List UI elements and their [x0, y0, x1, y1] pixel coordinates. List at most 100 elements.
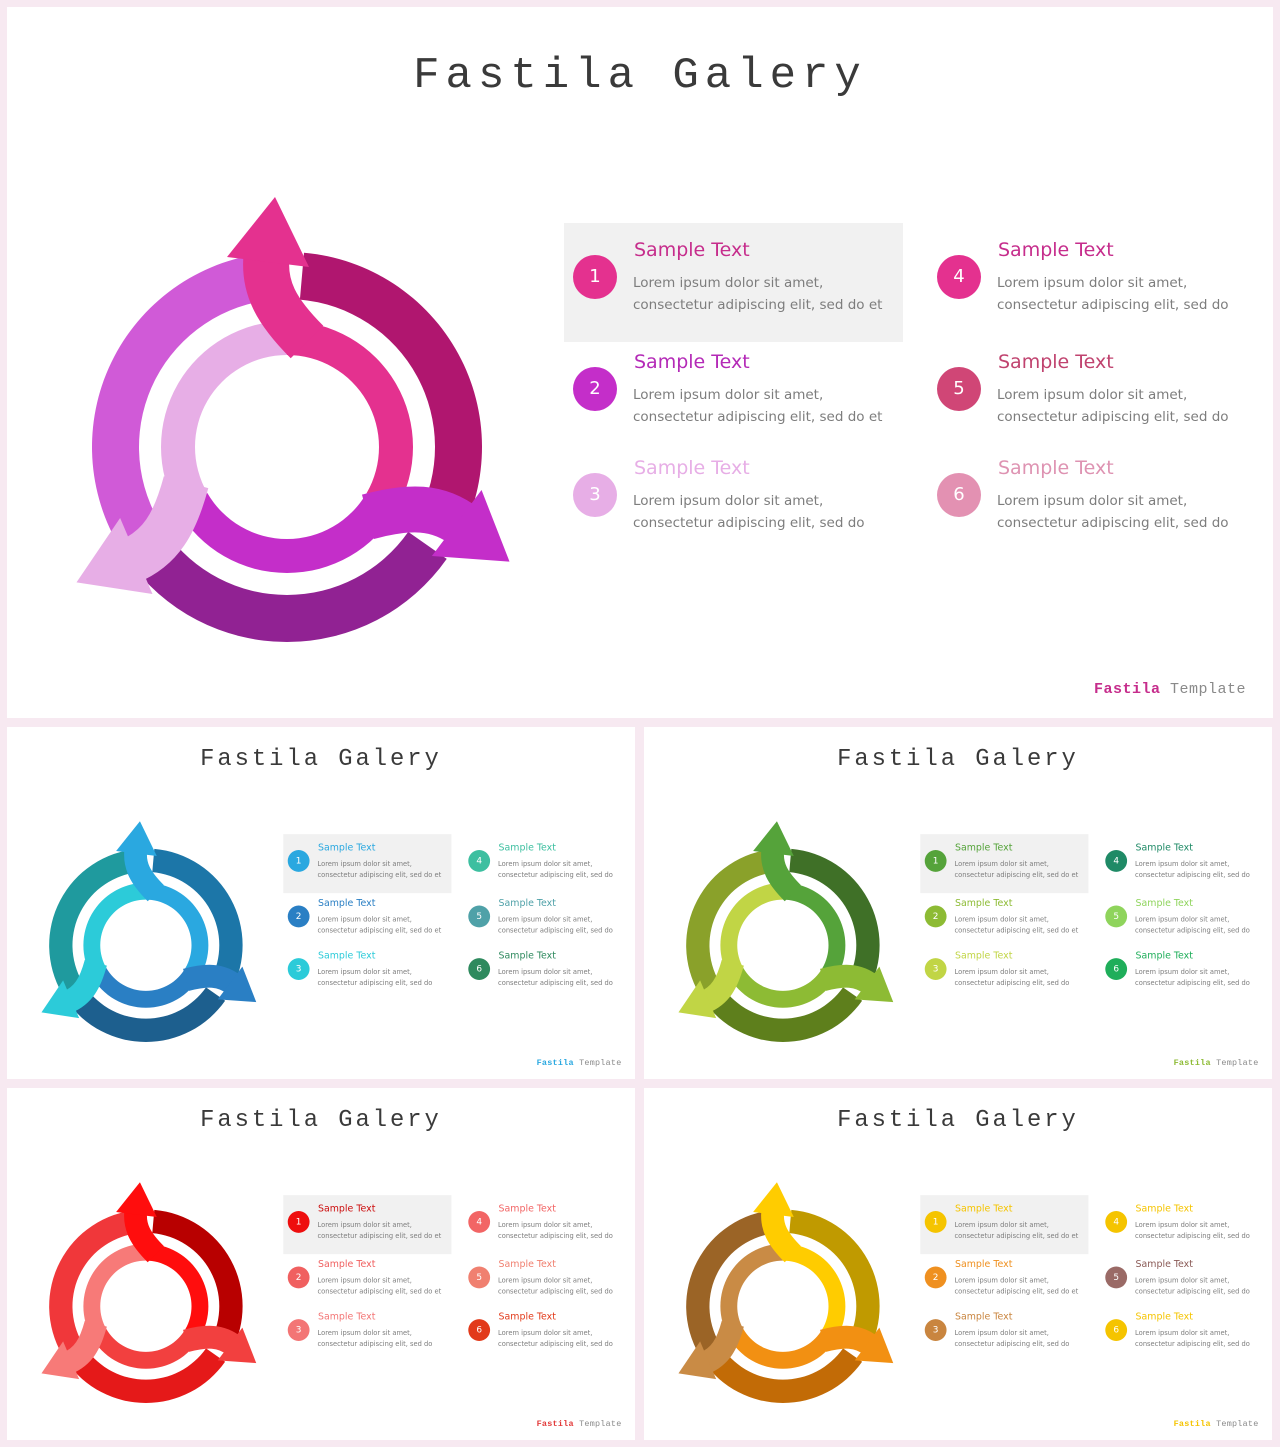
brand-name: Fastila [1093, 681, 1161, 698]
item-description: Lorem ipsum dolor sit amet, consectetur … [1135, 915, 1250, 935]
item-title: Sample Text [498, 897, 556, 909]
item-description: Lorem ipsum dolor sit amet, consectetur … [317, 968, 433, 987]
item-description: Lorem ipsum dolor sit amet, consectetur … [1135, 1276, 1250, 1296]
item-number-badge: 2 [287, 1266, 310, 1289]
item-description: Lorem ipsum dolor sit amet, consectetur … [633, 275, 883, 313]
brand-name: Fastila [1173, 1058, 1211, 1068]
outer-ring-segment-1 [299, 252, 483, 539]
item-title: Sample Text [634, 457, 750, 479]
item-number-badge: 5 [937, 367, 981, 411]
item-description: Lorem ipsum dolor sit amet, consectetur … [997, 493, 1229, 531]
cycle-arrows-diagram [41, 1182, 257, 1403]
item-description: Lorem ipsum dolor sit amet, consectetur … [1135, 1220, 1250, 1240]
highlight-box [920, 1195, 1089, 1255]
inner-ring-segment-1 [145, 882, 209, 977]
item-description: Lorem ipsum dolor sit amet, consectetur … [954, 915, 1079, 935]
slide-green-thumbnail[interactable]: Fastila Galery 1 Sample Text Lorem ipsum do… [644, 727, 1272, 1079]
slide-main-thumbnail[interactable]: Fastila Galery 1 Sample Text Lorem ipsum do… [7, 7, 1273, 718]
item-description: Lorem ipsum dolor sit amet, consectetur … [317, 859, 442, 879]
item-title: Sample Text [1135, 950, 1193, 962]
item-title: Sample Text [998, 457, 1114, 479]
item-description: Lorem ipsum dolor sit amet, consectetur … [498, 1220, 613, 1240]
item-description: Lorem ipsum dolor sit amet, consectetur … [997, 387, 1229, 425]
item-number-badge: 4 [937, 255, 981, 299]
item-title: Sample Text [317, 897, 376, 909]
item-title: Sample Text [1135, 1203, 1193, 1214]
arrow-right [183, 1325, 257, 1364]
highlight-box [920, 834, 1089, 894]
item-description: Lorem ipsum dolor sit amet, consectetur … [317, 1276, 442, 1296]
item-number-badge: 2 [573, 367, 617, 411]
item-number-badge: 3 [573, 473, 617, 517]
arrow-left [41, 1320, 107, 1380]
item-description: Lorem ipsum dolor sit amet, consectetur … [317, 1220, 442, 1240]
item-title: Sample Text [1135, 1258, 1193, 1270]
slide-content: Fastila Galery 1 Sample Text Lorem ipsum do… [644, 727, 1272, 1079]
arrow-right [820, 964, 894, 1003]
outer-ring-segment-2 [66, 987, 226, 1042]
brand-name: Fastila [536, 1419, 574, 1429]
slide-content: Fastila Galery 1 Sample Text Lorem ipsum do… [7, 1088, 635, 1440]
brand-suffix: Template [1210, 1419, 1259, 1429]
item-description: Lorem ipsum dolor sit amet, consectetur … [317, 1329, 433, 1348]
item-title: Sample Text [498, 1311, 556, 1323]
arrow-right [361, 486, 510, 562]
slide-red-thumbnail[interactable]: Fastila Galery 1 Sample Text Lorem ipsum do… [7, 1088, 635, 1440]
inner-ring-segment-3 [720, 882, 783, 977]
item-number-badge: 4 [1105, 1211, 1128, 1233]
item-number-badge: 4 [468, 1211, 491, 1233]
item-number-badge: 6 [468, 1319, 491, 1341]
slide-teal-thumbnail[interactable]: Fastila Galery 1 Sample Text Lorem ipsum do… [7, 727, 635, 1079]
outer-ring-segment-3 [91, 252, 275, 545]
outer-ring-segment-3 [686, 848, 777, 994]
slide-gold-thumbnail[interactable]: Fastila Galery 1 Sample Text Lorem ipsum do… [644, 1088, 1272, 1440]
item-title: Sample Text [1135, 897, 1193, 909]
brand-footer: Fastila Template [537, 1058, 622, 1067]
brand-name: Fastila [536, 1058, 574, 1068]
item-number-badge: 4 [1105, 850, 1128, 872]
cycle-arrows-diagram [41, 821, 257, 1042]
cycle-arrows-diagram [678, 821, 894, 1042]
inner-ring-segment-1 [145, 1243, 209, 1338]
item-number-badge: 5 [1105, 905, 1128, 928]
slide-title: Fastila Galery [837, 745, 1079, 773]
item-description: Lorem ipsum dolor sit amet, consectetur … [498, 915, 613, 935]
outer-ring-segment-3 [49, 848, 140, 994]
item-description: Lorem ipsum dolor sit amet, consectetur … [317, 915, 442, 935]
item-description: Lorem ipsum dolor sit amet, consectetur … [498, 968, 613, 987]
item-number-badge: 5 [1105, 1266, 1128, 1289]
cycle-diagram [664, 1182, 902, 1420]
inner-ring-segment-1 [287, 321, 414, 510]
brand-suffix: Template [1160, 681, 1246, 698]
arrow-top [116, 821, 165, 902]
highlight-box [283, 1195, 452, 1255]
item-number-badge: 2 [287, 905, 310, 928]
outer-ring-segment-1 [789, 1209, 880, 1352]
arrow-left [678, 959, 744, 1019]
item-title: Sample Text [634, 351, 750, 373]
slide-title: Fastila Galery [413, 51, 867, 101]
item-number-badge: 6 [1105, 1319, 1128, 1341]
item-number-badge: 6 [1105, 958, 1128, 980]
arrow-top [753, 821, 802, 902]
inner-ring-segment-2 [728, 968, 838, 1008]
item-title: Sample Text [998, 351, 1114, 373]
arrow-left [41, 959, 107, 1019]
item-number-badge: 1 [924, 850, 947, 872]
item-title: Sample Text [317, 1311, 376, 1323]
item-title: Sample Text [498, 1258, 556, 1270]
outer-ring-segment-2 [66, 1348, 226, 1403]
item-number-badge: 6 [937, 473, 981, 517]
brand-footer: Fastila Template [1174, 1058, 1259, 1067]
highlight-box [564, 223, 903, 342]
outer-ring-segment-3 [686, 1209, 777, 1355]
inner-ring-segment-2 [728, 1329, 838, 1369]
arrow-top [227, 197, 324, 359]
item-number-badge: 1 [287, 1211, 310, 1233]
slide-content: Fastila Galery 1 Sample Text Lorem ipsum do… [7, 7, 1273, 718]
item-number-badge: 3 [287, 1319, 310, 1341]
item-number-badge: 3 [924, 1319, 947, 1341]
item-number-badge: 5 [468, 1266, 491, 1289]
item-description: Lorem ipsum dolor sit amet, consectetur … [954, 859, 1079, 879]
item-title: Sample Text [317, 950, 376, 962]
